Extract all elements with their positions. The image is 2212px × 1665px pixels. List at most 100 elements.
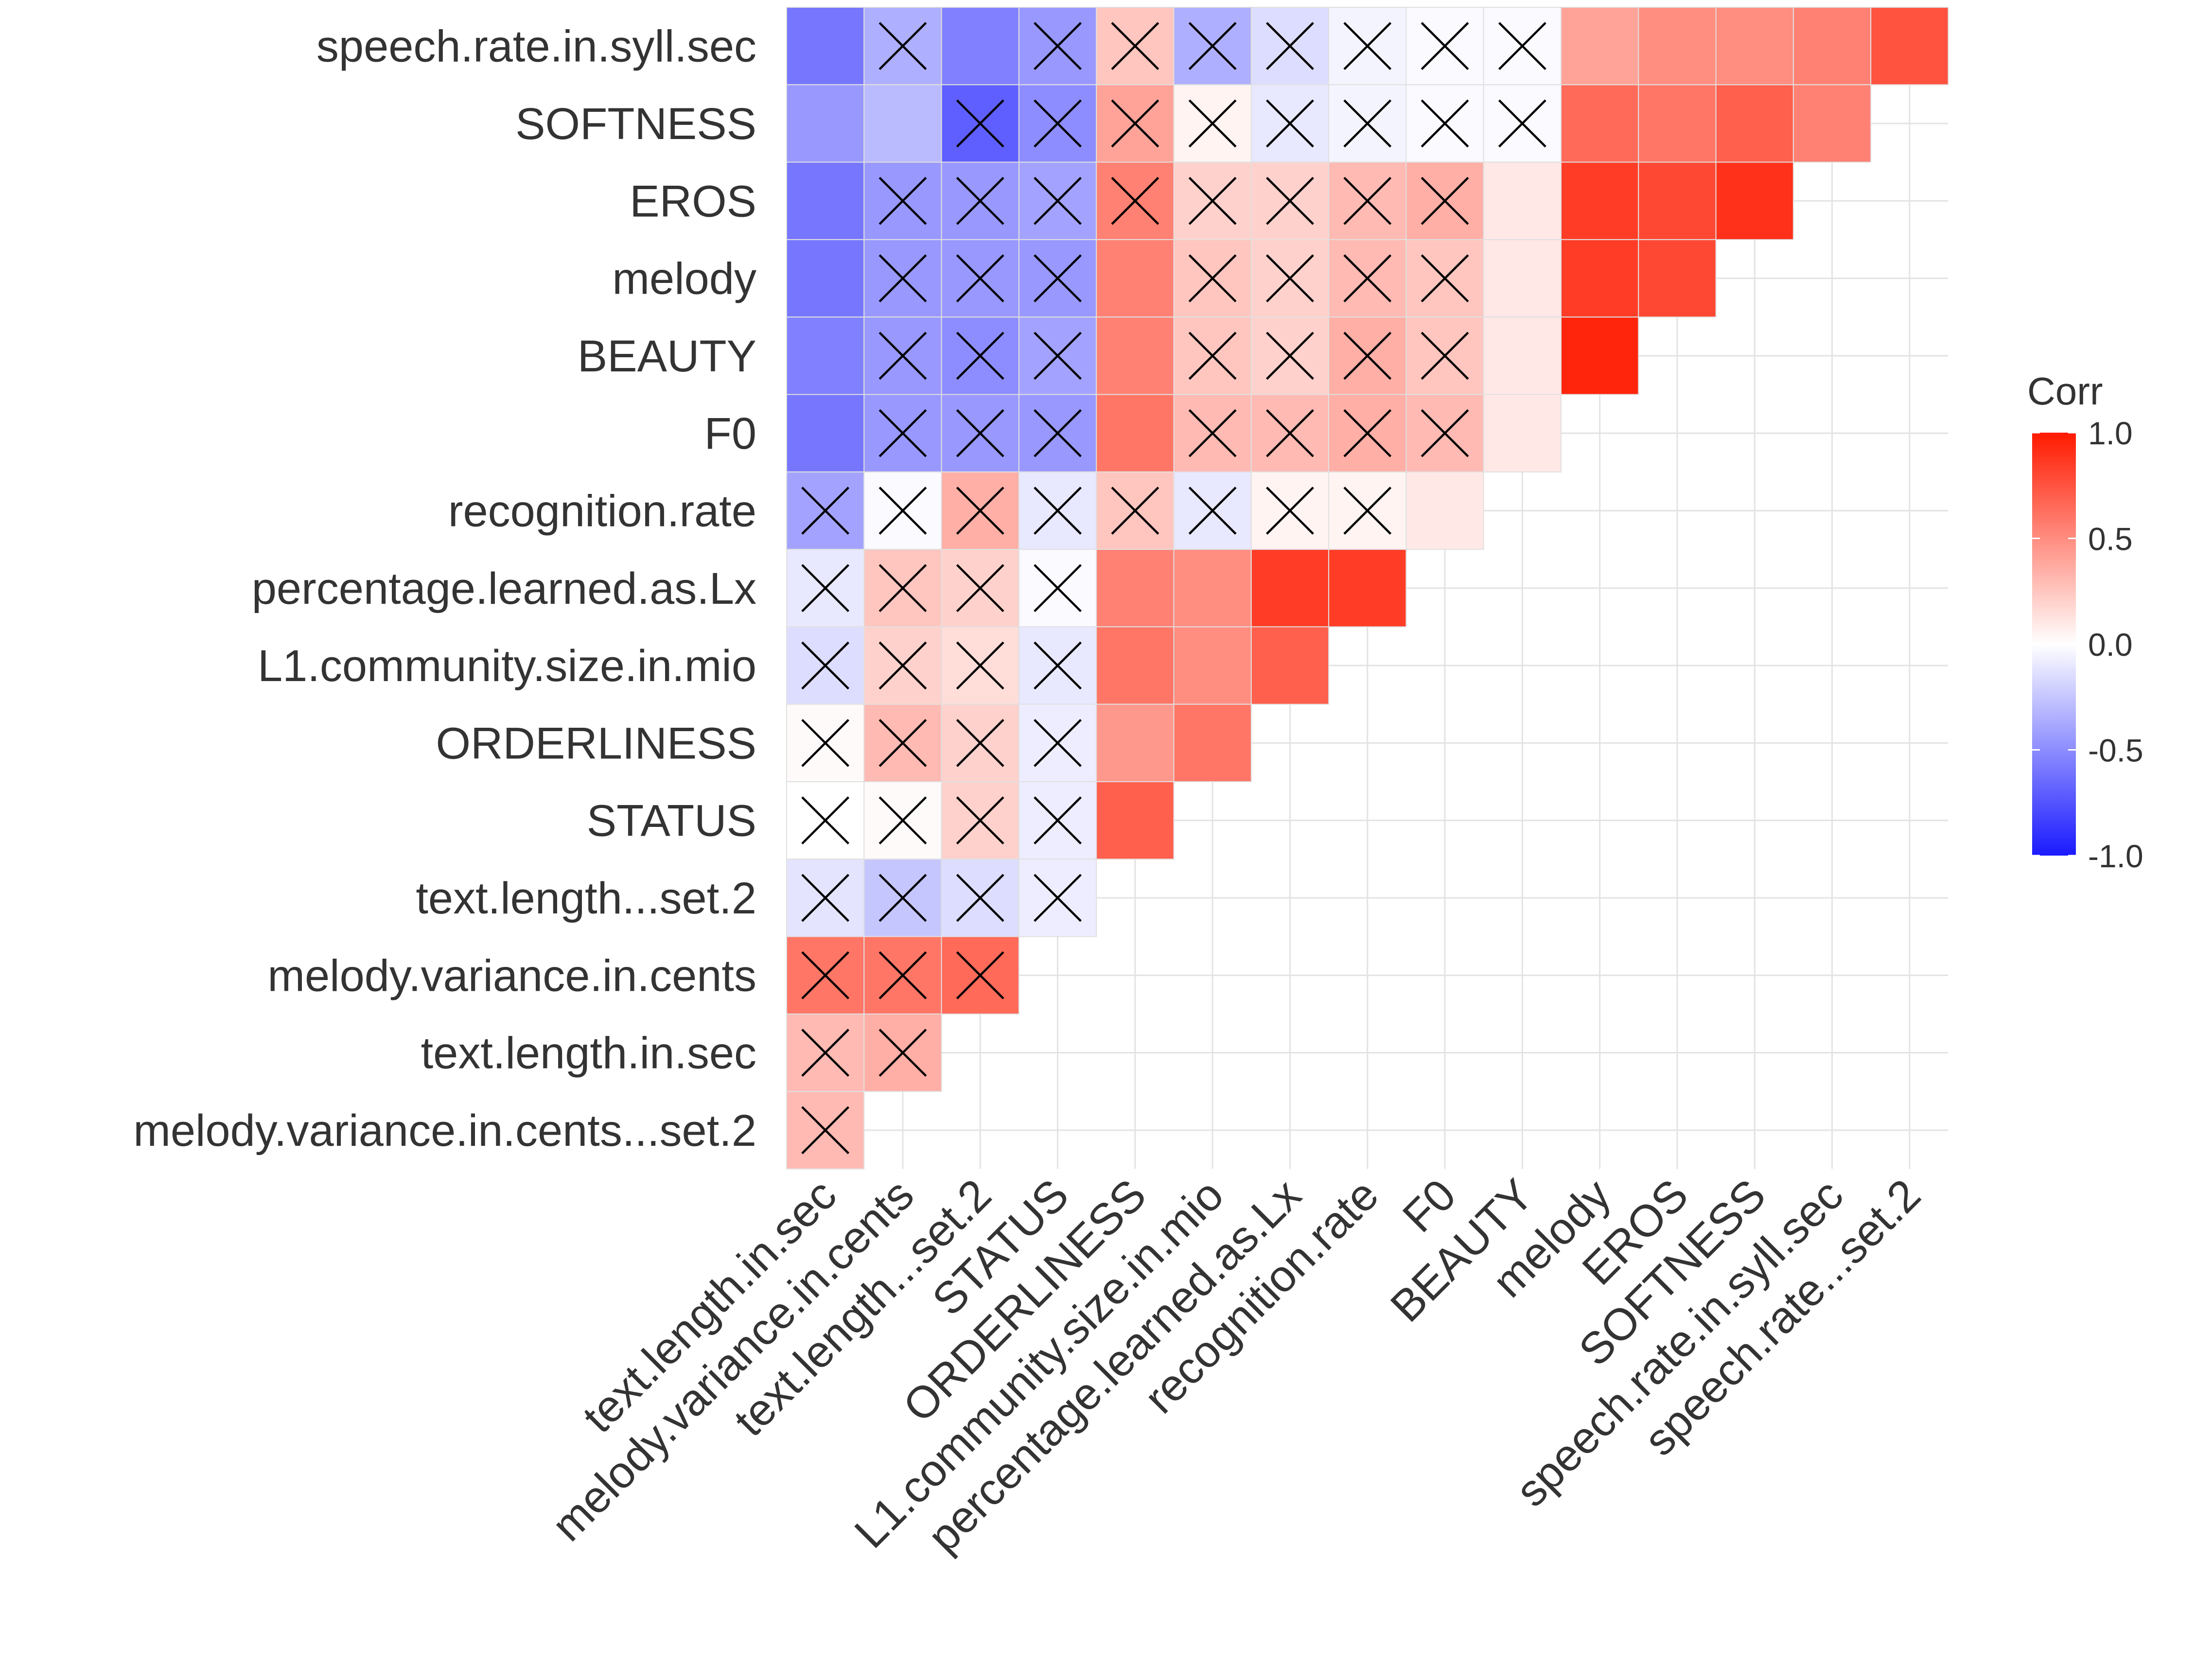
heatmap-cell xyxy=(786,239,865,318)
insignificance-x-mark xyxy=(1034,176,1082,225)
insignificance-x-mark xyxy=(1034,99,1082,148)
insignificance-x-mark xyxy=(956,487,1004,535)
heatmap-cell xyxy=(1405,471,1484,550)
heatmap-cell xyxy=(1328,549,1407,628)
heatmap-cell xyxy=(1483,161,1562,240)
heatmap-cell xyxy=(941,7,1019,86)
y-tick-label: L1.community.size.in.mio xyxy=(258,641,756,691)
heatmap-cell xyxy=(941,626,1019,705)
heatmap-cell xyxy=(1638,84,1717,163)
insignificance-x-mark xyxy=(1034,332,1082,380)
heatmap-cell xyxy=(1096,781,1175,860)
heatmap-cell xyxy=(1561,84,1639,163)
insignificance-x-mark xyxy=(1343,332,1392,380)
y-tick-label: text.length.in.sec xyxy=(421,1029,756,1078)
legend-tick-label: -1.0 xyxy=(2088,838,2143,874)
insignificance-x-mark xyxy=(1266,332,1314,380)
heatmap-cell xyxy=(1561,239,1639,318)
insignificance-x-mark xyxy=(878,874,927,922)
heatmap-cell xyxy=(1250,549,1330,628)
insignificance-x-mark xyxy=(1266,254,1314,302)
insignificance-x-mark xyxy=(1188,99,1237,148)
y-tick-label: melody.variance.in.cents xyxy=(267,951,756,1000)
heatmap-cell xyxy=(1483,394,1562,473)
insignificance-x-mark xyxy=(878,22,927,70)
insignificance-x-mark xyxy=(1188,176,1237,225)
insignificance-x-mark xyxy=(1421,22,1469,70)
insignificance-x-mark xyxy=(801,1106,850,1155)
y-tick-label: percentage.learned.as.Lx xyxy=(252,564,756,613)
insignificance-x-mark xyxy=(801,487,850,535)
y-tick-label: ORDERLINESS xyxy=(436,719,757,768)
legend-tick-label: 1.0 xyxy=(2088,415,2133,451)
insignificance-x-mark xyxy=(956,719,1004,767)
heatmap-cell xyxy=(1173,703,1252,782)
insignificance-x-mark xyxy=(1034,874,1082,922)
insignificance-x-mark xyxy=(878,796,927,845)
heatmap-cell xyxy=(1096,549,1175,628)
insignificance-x-mark xyxy=(1188,22,1237,70)
heatmap-cell xyxy=(786,161,865,240)
heatmap-cell xyxy=(1561,161,1639,240)
y-tick-label: text.length...set.2 xyxy=(416,874,756,923)
insignificance-x-mark xyxy=(1266,22,1314,70)
insignificance-x-mark xyxy=(1421,409,1469,457)
insignificance-x-mark xyxy=(956,951,1004,999)
y-tick-label: EROS xyxy=(630,176,756,226)
heatmap-cell xyxy=(1638,239,1717,318)
insignificance-x-mark xyxy=(1111,487,1159,535)
heatmap-cell xyxy=(1173,549,1252,628)
insignificance-x-mark xyxy=(878,487,927,535)
heatmap-cell xyxy=(1096,394,1175,473)
insignificance-x-mark xyxy=(878,719,927,767)
insignificance-x-mark xyxy=(1034,409,1082,457)
heatmap-cell xyxy=(1250,626,1330,705)
insignificance-x-mark xyxy=(1266,176,1314,225)
heatmap-cell xyxy=(1561,316,1639,395)
heatmap-cell xyxy=(1173,626,1252,705)
y-tick-label: STATUS xyxy=(587,796,756,846)
insignificance-x-mark xyxy=(1188,254,1237,302)
y-tick-label: SOFTNESS xyxy=(515,99,756,149)
heatmap-cell xyxy=(1638,7,1717,86)
insignificance-x-mark xyxy=(1188,409,1237,457)
y-axis-labels: speech.rate.in.syll.sec SOFTNESS EROS melod… xyxy=(133,22,756,1156)
heatmap-cell xyxy=(786,316,865,395)
y-tick-label: speech.rate.in.syll.sec xyxy=(316,22,756,71)
insignificance-x-mark xyxy=(801,1029,850,1077)
legend: Corr 1.0 0.5 0.0 -0.5 -1.0 xyxy=(2027,369,2143,874)
y-tick-label: melody xyxy=(612,254,756,304)
heatmap-cell xyxy=(1715,161,1794,240)
heatmap-cell xyxy=(1096,703,1175,782)
insignificance-x-mark xyxy=(1034,796,1082,845)
insignificance-x-mark xyxy=(956,176,1004,225)
insignificance-x-mark xyxy=(1498,99,1546,148)
insignificance-x-mark xyxy=(801,951,850,999)
heatmap-cell xyxy=(786,84,865,163)
heatmap-cells xyxy=(786,7,1949,1170)
heatmap-cell xyxy=(1096,626,1175,705)
insignificance-x-mark xyxy=(1343,254,1392,302)
x-tick-label: melody.variance.in.cents xyxy=(543,1170,923,1551)
insignificance-x-mark xyxy=(1343,99,1392,148)
insignificance-x-mark xyxy=(1343,22,1392,70)
heatmap-cell xyxy=(786,394,865,473)
heatmap-cell xyxy=(1250,471,1330,550)
heatmap-cell xyxy=(1096,316,1175,395)
insignificance-x-mark xyxy=(878,254,927,302)
legend-title: Corr xyxy=(2027,369,2103,413)
insignificance-x-mark xyxy=(1421,254,1469,302)
heatmap-cell xyxy=(1561,7,1639,86)
insignificance-x-mark xyxy=(801,796,850,845)
insignificance-x-mark xyxy=(1034,719,1082,767)
insignificance-x-mark xyxy=(956,254,1004,302)
heatmap-cell xyxy=(1096,239,1175,318)
insignificance-x-mark xyxy=(1421,176,1469,225)
heatmap-cell xyxy=(1715,84,1794,163)
heatmap-cell xyxy=(1792,84,1872,163)
legend-tick-label: 0.5 xyxy=(2088,521,2133,557)
heatmap-cell xyxy=(1483,239,1562,318)
insignificance-x-mark xyxy=(1188,332,1237,380)
legend-tick-label: -0.5 xyxy=(2088,733,2143,769)
